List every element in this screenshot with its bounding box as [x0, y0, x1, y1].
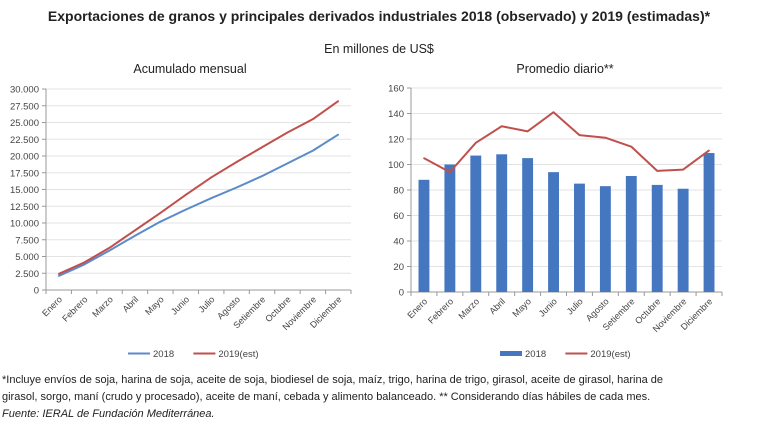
y-tick-label: 80: [393, 186, 404, 197]
source-note: Fuente: IERAL de Fundación Mediterránea.: [2, 408, 215, 420]
line-series-2019(est): [423, 111, 710, 174]
legend-label-2019(est): 2019(est): [218, 349, 258, 360]
bar-2018-Abril: [496, 154, 508, 292]
point-2019(est)-Agosto: [604, 136, 607, 139]
point-2019(est)-Febrero: [83, 261, 85, 264]
figure-subtitle: En millones de US$: [324, 42, 434, 56]
point-2019(est)-Noviembre: [312, 118, 314, 120]
point-2018-Setiembre: [261, 175, 263, 177]
y-tick-label: 140: [388, 109, 404, 120]
point-2018-Diciembre: [337, 133, 340, 136]
line-series-2018: [58, 133, 339, 277]
point-2019(est)-Marzo: [108, 246, 111, 249]
point-2019(est)-Febrero: [449, 171, 451, 173]
point-2019(est)-Noviembre: [682, 168, 684, 171]
point-2019(est)-Setiembre: [630, 145, 633, 148]
point-2018-Enero: [57, 275, 60, 277]
point-2018-Julio: [210, 197, 213, 200]
x-tick-label: Enero: [405, 296, 429, 320]
bar-2018-Julio: [574, 183, 585, 292]
legend-label-2018: 2018: [525, 349, 546, 360]
y-tick-label: 15.000: [10, 185, 39, 196]
x-tick-label: Febrero: [426, 296, 455, 325]
point-2019(est)-Julio: [210, 176, 213, 179]
point-2019(est)-Octubre: [286, 131, 289, 134]
point-2019(est)-Mayo: [159, 212, 162, 214]
point-2018-Febrero: [83, 263, 85, 266]
bar-2018-Agosto: [599, 186, 611, 292]
right-chart-title: Promedio diario**: [516, 62, 614, 76]
point-2018-Marzo: [108, 249, 111, 252]
line-series-2019(est): [58, 100, 339, 275]
point-2019(est)-Setiembre: [261, 146, 263, 149]
point-2019(est)-Enero: [423, 157, 425, 159]
point-2018-Noviembre: [312, 149, 314, 152]
bar-2018-Marzo: [470, 155, 482, 292]
point-2019(est)-Junio: [184, 194, 187, 196]
bar-2018-Mayo: [522, 158, 534, 292]
x-tick-label: Marzo: [456, 296, 481, 321]
point-2019(est)-Diciembre: [708, 149, 710, 152]
point-2019(est)-Diciembre: [337, 100, 340, 102]
figure-title: Exportaciones de granos y principales de…: [47, 8, 711, 24]
y-tick-label: 17.500: [10, 168, 39, 179]
y-tick-label: 2.500: [15, 269, 39, 280]
point-2019(est)-Octubre: [656, 170, 659, 172]
legend-label-2019(est): 2019(est): [590, 349, 630, 360]
point-2019(est)-Abril: [500, 125, 503, 128]
point-2019(est)-Julio: [578, 134, 581, 136]
y-tick-label: 0: [399, 288, 404, 299]
footnote-line-2: girasol, sorgo, maní (crudo y procesado)…: [2, 391, 651, 403]
bar-2018-Junio: [548, 172, 559, 292]
y-tick-label: 25.000: [10, 118, 39, 129]
cumulative-line-chart: 0 2.500 5.000 7.500 10.000 12.500 15.000 17.500…: [10, 85, 352, 360]
footnote-line-1: *Incluye envíos de soja, harina de soja,…: [2, 374, 664, 386]
point-2019(est)-Junio: [552, 111, 555, 114]
y-tick-label: 40: [393, 237, 404, 248]
bar-2018-Setiembre: [625, 175, 637, 292]
point-2019(est)-Agosto: [235, 161, 238, 163]
point-2018-Mayo: [159, 220, 162, 223]
y-tick-label: 27.500: [10, 101, 39, 112]
bar-2018-Febrero: [444, 164, 456, 292]
y-tick-label: 12.500: [10, 202, 39, 213]
legend-swatch-2018: [500, 351, 522, 356]
point-2018-Octubre: [286, 162, 289, 165]
x-tick-label: Julio: [565, 296, 585, 316]
y-tick-label: 22.500: [10, 135, 39, 146]
bar-2018-Enero: [418, 179, 430, 292]
y-tick-label: 160: [388, 84, 404, 95]
bar-2018-Diciembre: [703, 153, 715, 292]
y-tick-label: 60: [393, 211, 404, 222]
y-tick-label: 100: [388, 160, 404, 171]
x-tick-label: Junio: [537, 296, 559, 318]
bar-2018-Octubre: [651, 184, 663, 292]
point-2019(est)-Marzo: [474, 142, 477, 144]
y-tick-label: 30.000: [10, 85, 39, 96]
y-tick-label: 7.500: [15, 235, 39, 246]
y-tick-label: 20: [393, 262, 404, 273]
point-2019(est)-Enero: [57, 273, 60, 275]
y-tick-label: 20.000: [10, 152, 39, 163]
y-tick-label: 120: [388, 135, 404, 146]
point-2019(est)-Mayo: [526, 130, 529, 133]
bar-2018-Noviembre: [677, 188, 689, 292]
point-2019(est)-Abril: [134, 229, 136, 232]
x-tick-label: Mayo: [510, 296, 533, 319]
point-2018-Abril: [134, 234, 136, 237]
left-chart-title: Acumulado mensual: [133, 62, 247, 76]
point-2018-Agosto: [235, 186, 238, 189]
point-2018-Junio: [184, 208, 187, 211]
y-tick-label: 0: [34, 286, 39, 297]
legend-label-2018: 2018: [153, 349, 174, 360]
x-tick-label: Abril: [487, 296, 507, 316]
y-tick-label: 5.000: [15, 252, 39, 263]
y-tick-label: 10.000: [10, 219, 39, 230]
